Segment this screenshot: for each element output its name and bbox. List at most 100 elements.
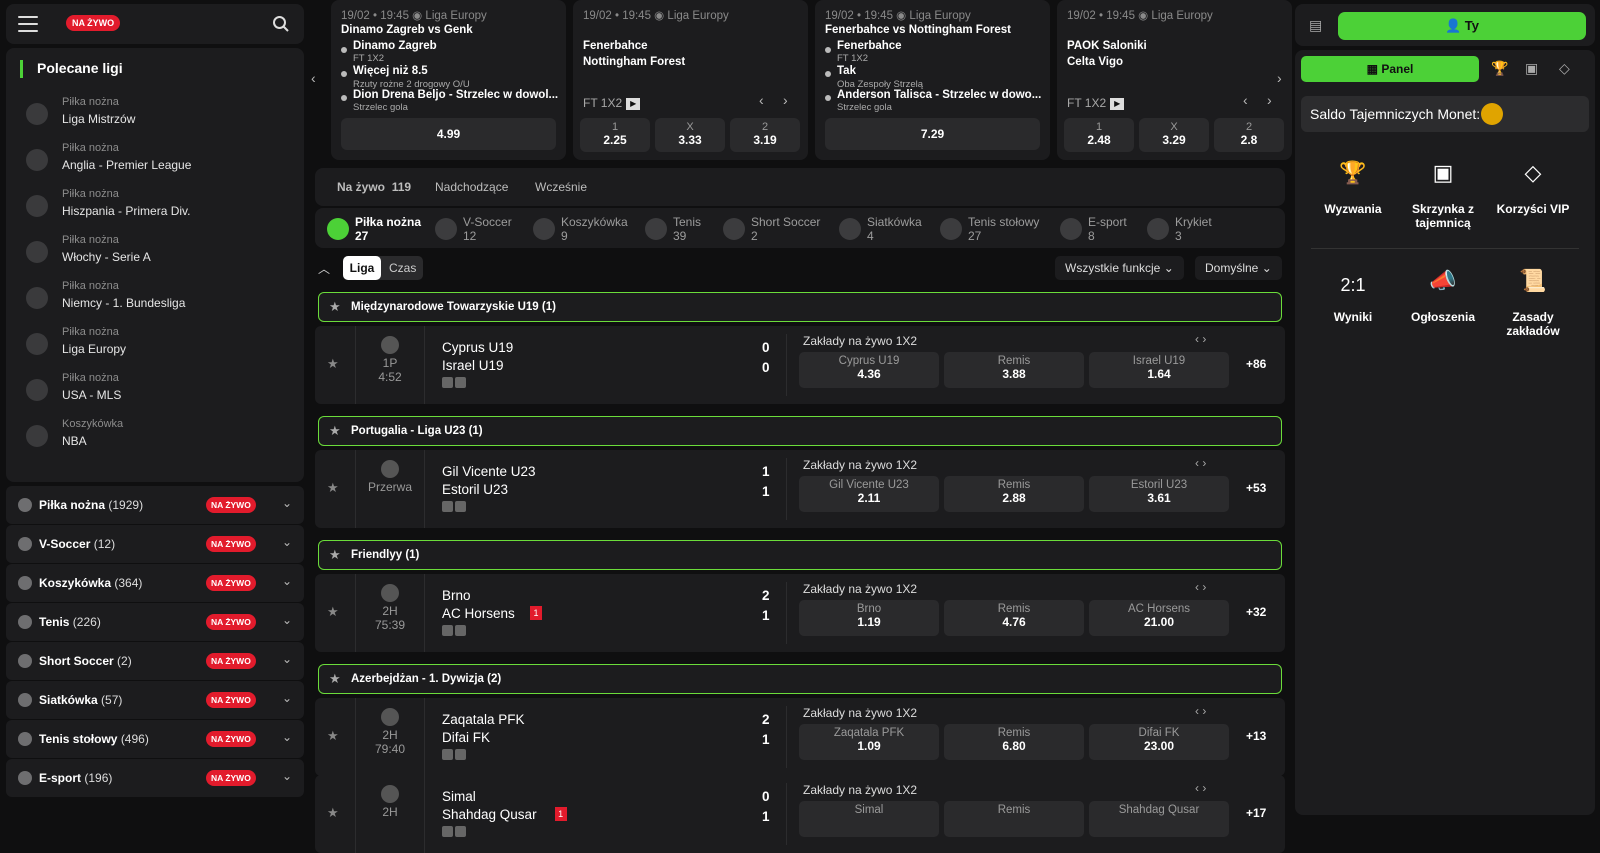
market-nav-arrows[interactable]: ‹ › [1195,580,1207,594]
star-icon[interactable]: ★ [329,299,341,314]
featured-league-item[interactable]: Piłka nożna Włochy - Serie A [26,234,296,274]
panel-button[interactable]: ▦ Panel [1301,56,1479,82]
sport-row[interactable]: V-Soccer (12) NA ŻYWO ⌄ [6,525,304,563]
odd-button[interactable]: 2 3.19 [730,118,800,152]
odd-button[interactable]: Brno 1.19 [799,600,939,636]
odd-button[interactable]: AC Horsens 21.00 [1089,600,1229,636]
sport-row[interactable]: Short Soccer (2) NA ŻYWO ⌄ [6,642,304,680]
odd-button[interactable]: Shahdag Qusar [1089,801,1229,837]
toggle-time[interactable]: Czas [389,261,417,275]
odd-button[interactable]: Israel U19 1.64 [1089,352,1229,388]
stats-icons[interactable] [442,749,468,761]
odd-button[interactable]: Remis 6.80 [944,724,1084,760]
featured-bet-card[interactable]: 19/02 • 19:45 ◉ Liga Europy Dinamo Zagreb… [331,0,566,160]
more-markets-button[interactable]: +32 [1246,605,1267,619]
stats-icons[interactable] [442,625,468,637]
toggle-league[interactable]: Liga [343,256,381,280]
sport-row[interactable]: Tenis stołowy (496) NA ŻYWO ⌄ [6,720,304,758]
odd-button[interactable]: 1 2.25 [580,118,650,152]
panel-tile[interactable]: ▣ Skrzynka z tajemnicą [1399,160,1487,230]
featured-league-item[interactable]: Piłka nożna USA - MLS [26,372,296,412]
card-odd-button[interactable]: 7.29 [825,118,1040,150]
star-icon[interactable]: ★ [327,728,339,743]
collapse-all-icon[interactable]: ︿ [318,262,331,276]
market-nav-arrows[interactable]: ‹ › [1195,704,1207,718]
league-header[interactable]: ★ Azerbejdżan - 1. Dywizja (2) [318,664,1282,694]
sport-row[interactable]: Koszykówka (364) NA ŻYWO ⌄ [6,564,304,602]
market-nav-arrows[interactable]: ‹ › [1195,456,1207,470]
odd-button[interactable]: Remis 2.88 [944,476,1084,512]
tab-upcoming[interactable]: Nadchodzące [435,180,509,194]
hamburger-menu-icon[interactable] [18,16,38,32]
chevron-down-icon[interactable]: ⌄ [282,652,293,666]
sport-row[interactable]: E-sport (196) NA ŻYWO ⌄ [6,759,304,797]
star-icon[interactable]: ★ [327,805,339,820]
star-icon[interactable]: ★ [327,604,339,619]
featured-league-item[interactable]: Piłka nożna Liga Mistrzów [26,96,296,136]
featured-bet-card[interactable]: 19/02 • 19:45 ◉ Liga Europy Fenerbahce Not… [573,0,808,160]
carousel-prev-icon[interactable]: ‹ [311,70,316,86]
more-markets-button[interactable]: +53 [1246,481,1267,495]
stats-icons[interactable] [442,501,468,513]
sport-row[interactable]: Piłka nożna (1929) NA ŻYWO ⌄ [6,486,304,524]
star-icon[interactable]: ★ [329,423,341,438]
trophy-icon[interactable]: 🏆 [1491,60,1509,76]
featured-league-item[interactable]: Piłka nożna Liga Europy [26,326,296,366]
star-icon[interactable]: ★ [327,356,339,371]
odd-button[interactable]: Remis [944,801,1084,837]
panel-tile[interactable]: 🏆 Wyzwania [1309,160,1397,216]
featured-league-item[interactable]: Piłka nożna Anglia - Premier League [26,142,296,182]
stats-icon[interactable]: ▶ [1110,97,1125,110]
star-icon[interactable]: ★ [327,480,339,495]
match-row[interactable]: ★ 1P 4:52 Cyprus U19 Israel U19 0 0 Zakłady na … [315,326,1285,404]
user-button[interactable]: 👤 Ty [1338,12,1586,40]
all-functions-dropdown[interactable]: Wszystkie funkcje ⌄ [1055,256,1184,280]
odd-button[interactable]: Remis 3.88 [944,352,1084,388]
featured-bet-card[interactable]: 19/02 • 19:45 ◉ Liga Europy PAOK Saloniki… [1057,0,1292,160]
chevron-down-icon[interactable]: ⌄ [282,769,293,783]
sport-row[interactable]: Tenis (226) NA ŻYWO ⌄ [6,603,304,641]
featured-league-item[interactable]: Piłka nożna Niemcy - 1. Bundesliga [26,280,296,320]
featured-bet-card[interactable]: 19/02 • 19:45 ◉ Liga Europy Fenerbahce vs… [815,0,1050,160]
odd-button[interactable]: Zaqatala PFK 1.09 [799,724,939,760]
star-icon[interactable]: ★ [329,547,341,562]
market-prev-icon[interactable]: ‹ [759,92,764,108]
betslip-icon[interactable]: ▤ [1309,17,1323,33]
more-markets-button[interactable]: +13 [1246,729,1267,743]
carousel-next-icon[interactable]: › [1277,70,1282,86]
odd-button[interactable]: Cyprus U19 4.36 [799,352,939,388]
more-markets-button[interactable]: +86 [1246,357,1267,371]
mystery-box-icon[interactable]: ▣ [1525,60,1539,76]
odd-button[interactable]: Estoril U23 3.61 [1089,476,1229,512]
panel-tile[interactable]: 📣 Ogłoszenia [1399,268,1487,324]
market-prev-icon[interactable]: ‹ [1243,92,1248,108]
chevron-down-icon[interactable]: ⌄ [282,574,293,588]
chevron-down-icon[interactable]: ⌄ [282,613,293,627]
league-header[interactable]: ★ Friendlyy (1) [318,540,1282,570]
match-row[interactable]: ★ 2H Simal Shahdag Qusar 0 1 1 Zakłady na żywo … [315,775,1285,853]
stats-icons[interactable] [442,826,468,838]
chevron-down-icon[interactable]: ⌄ [282,535,293,549]
tab-live[interactable]: Na żywo 119 [337,180,412,194]
stats-icons[interactable] [442,377,468,389]
odd-button[interactable]: 1 2.48 [1064,118,1134,152]
star-icon[interactable]: ★ [329,671,341,686]
market-next-icon[interactable]: › [1267,92,1272,108]
match-row[interactable]: ★ 2H 79:40 Zaqatala PFK Difai FK 2 1 Zakłady na… [315,698,1285,776]
league-header[interactable]: ★ Międzynarodowe Towarzyskie U19 (1) [318,292,1282,322]
stats-icon[interactable]: ▶ [626,97,641,110]
chevron-down-icon[interactable]: ⌄ [282,691,293,705]
featured-league-item[interactable]: Piłka nożna Hiszpania - Primera Div. [26,188,296,228]
market-nav-arrows[interactable]: ‹ › [1195,332,1207,346]
odd-button[interactable]: 2 2.8 [1214,118,1284,152]
panel-tile[interactable]: 2:1 Wyniki [1309,268,1397,324]
odd-button[interactable]: X 3.29 [1139,118,1209,152]
match-row[interactable]: ★ 2H 75:39 Brno AC Horsens 2 1 1 Zakłady na żywo… [315,574,1285,652]
panel-tile[interactable]: 📜 Zasady zakładów [1489,268,1577,338]
sport-row[interactable]: Siatkówka (57) NA ŻYWO ⌄ [6,681,304,719]
diamond-icon[interactable]: ◇ [1559,60,1570,76]
chevron-down-icon[interactable]: ⌄ [282,496,293,510]
market-next-icon[interactable]: › [783,92,788,108]
odd-button[interactable]: Remis 4.76 [944,600,1084,636]
odd-button[interactable]: X 3.33 [655,118,725,152]
